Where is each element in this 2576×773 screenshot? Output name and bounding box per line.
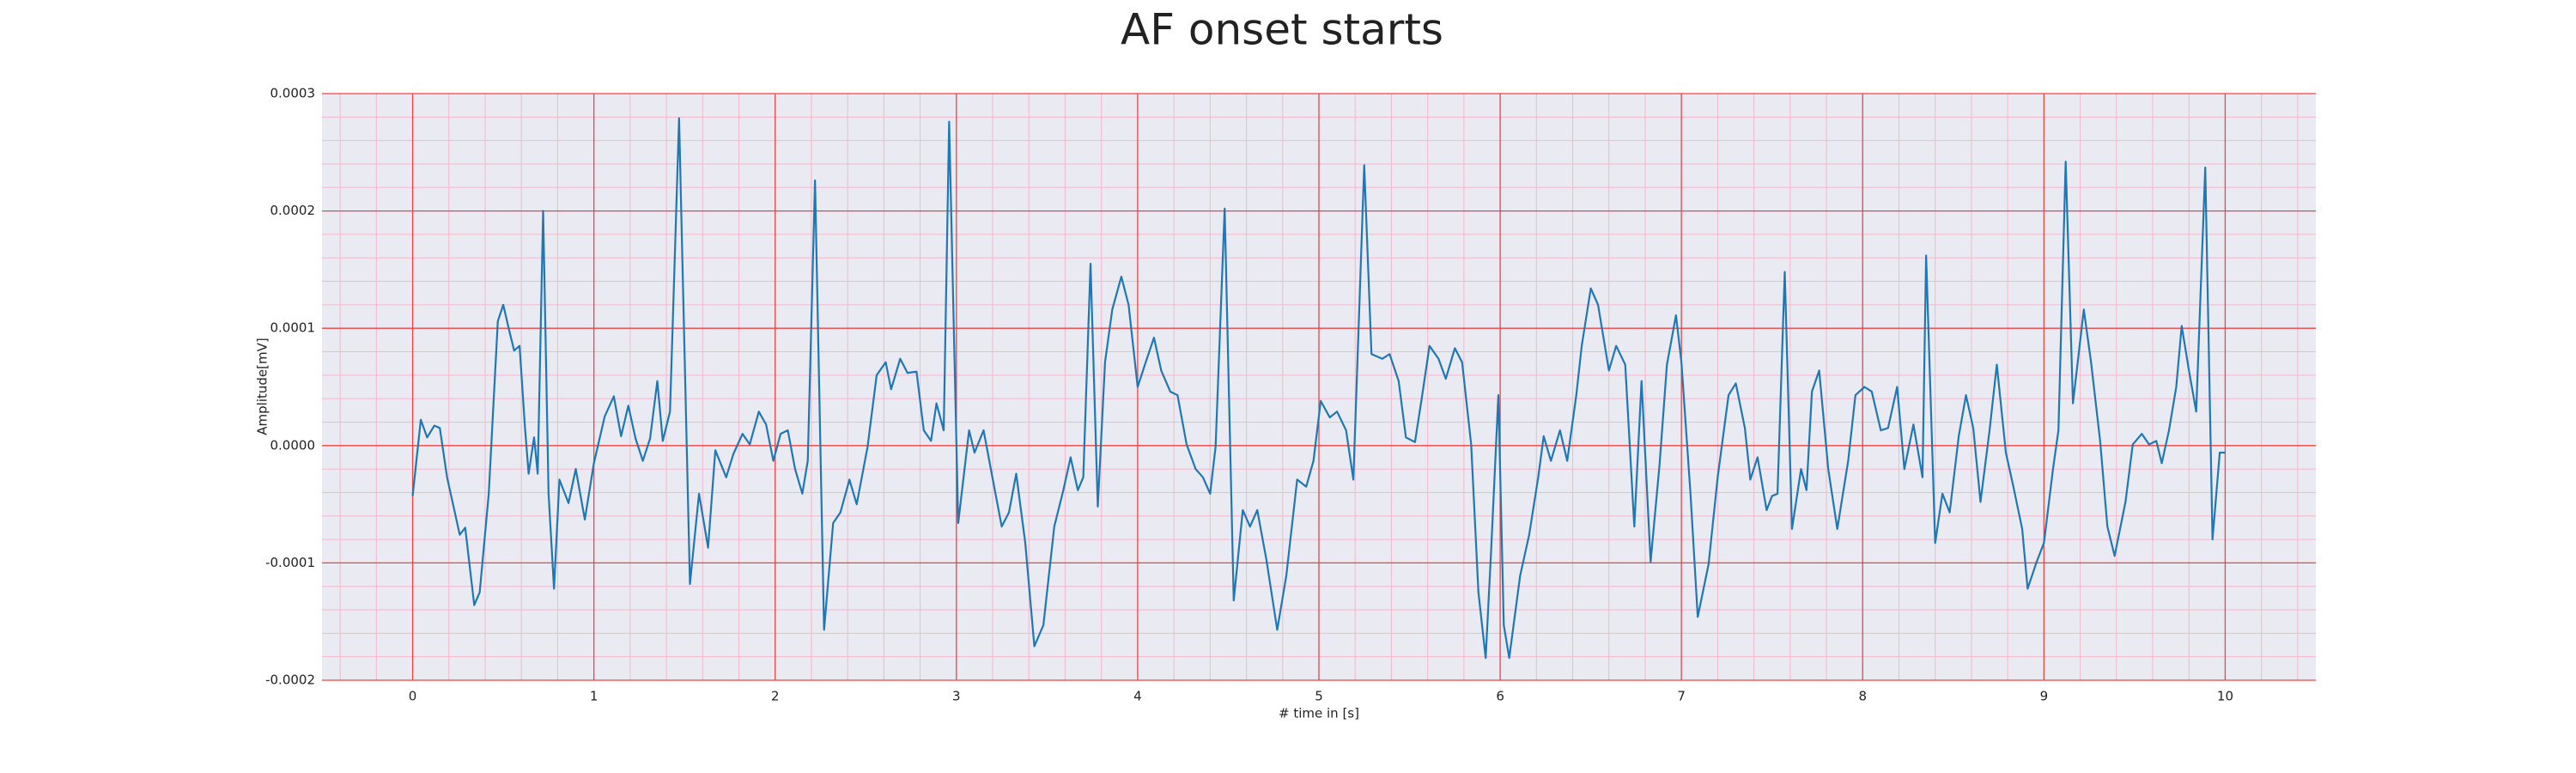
x-tick-label: 2 [771, 689, 780, 704]
x-tick-label: 0 [409, 689, 417, 704]
x-tick-label: 7 [1677, 689, 1686, 704]
y-axis-label: Amplitude[mV] [255, 338, 270, 435]
x-tick-label: 10 [2217, 689, 2233, 704]
x-tick-label: 3 [952, 689, 961, 704]
y-tick-label: -0.0002 [265, 673, 315, 688]
y-tick-label: 0.0000 [270, 437, 316, 453]
x-tick-label: 5 [1315, 689, 1323, 704]
x-tick-label: 8 [1858, 689, 1867, 704]
y-tick-label: 0.0001 [270, 320, 316, 336]
signal-line [411, 117, 2226, 660]
y-tick-label: -0.0001 [265, 555, 315, 570]
chart-title: AF onset starts [1121, 5, 1443, 55]
y-tick-label: 0.0003 [270, 86, 316, 101]
x-tick-label: 6 [1496, 689, 1504, 704]
x-axis-label: # time in [s] [1279, 706, 1359, 721]
x-tick-label: 1 [590, 689, 598, 704]
x-tick-label: 9 [2040, 689, 2049, 704]
y-tick-label: 0.0002 [270, 203, 316, 218]
x-tick-label: 4 [1133, 689, 1142, 704]
